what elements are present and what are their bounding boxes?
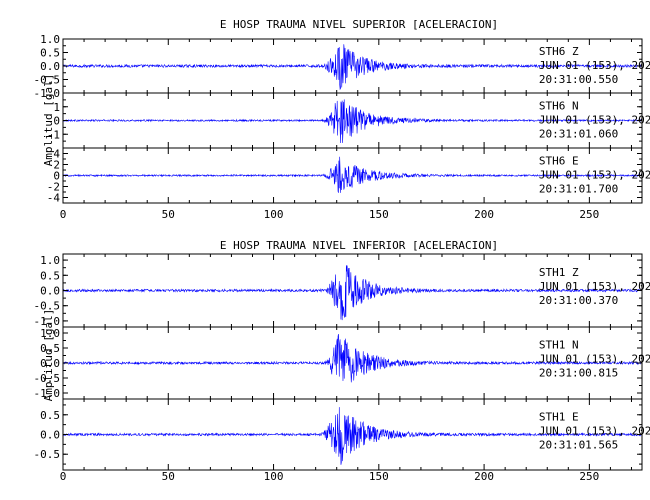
y-tick-label: 0.0: [40, 285, 60, 298]
date-label: JUN 01 (153), 2024: [539, 424, 650, 437]
time-label: 20:31:01.565: [539, 438, 618, 451]
station-label: STH1 Z: [539, 266, 579, 279]
upper-level-chart: E HOSP TRAUMA NIVEL SUPERIOR [ACELERACIO…: [34, 18, 650, 221]
time-label: 20:31:01.700: [539, 183, 618, 196]
x-tick-label: 150: [369, 470, 389, 483]
time-label: 20:31:01.060: [539, 128, 618, 141]
y-tick-label: -1.0: [34, 87, 61, 100]
date-label: JUN 01 (153), 2024: [539, 280, 650, 293]
x-tick-label: 100: [264, 470, 284, 483]
y-tick-label: -0.5: [34, 74, 61, 87]
y-tick-label: 4: [53, 148, 60, 161]
time-label: 20:31:00.550: [539, 73, 618, 86]
x-tick-label: 150: [369, 208, 389, 221]
y-tick-label: 1.0: [40, 254, 60, 267]
y-tick-label: 0.5: [40, 409, 60, 422]
chart-title: E HOSP TRAUMA NIVEL INFERIOR [ACELERACIO…: [220, 239, 498, 252]
date-label: JUN 01 (153), 2024: [539, 169, 650, 182]
y-tick-label: 0: [53, 170, 60, 183]
x-tick-label: 0: [60, 470, 67, 483]
date-label: JUN 01 (153), 2024: [539, 114, 650, 127]
station-label: STH6 N: [539, 100, 579, 113]
waveform-series: [62, 333, 643, 383]
waveform-series: [62, 265, 643, 321]
y-tick-label: 1.0: [40, 33, 60, 46]
x-tick-label: 0: [60, 208, 67, 221]
waveform-series: [62, 99, 643, 144]
time-label: 20:31:00.370: [539, 294, 618, 307]
waveform-series: [62, 156, 643, 193]
station-label: STH6 E: [539, 155, 579, 168]
y-axis-label: Amplitud [gal]: [42, 309, 55, 402]
x-tick-label: 200: [474, 208, 494, 221]
station-label: STH6 Z: [539, 45, 579, 58]
x-tick-label: 250: [579, 208, 599, 221]
y-tick-label: -1.0: [34, 315, 61, 328]
y-tick-label: -4: [47, 192, 61, 205]
y-tick-label: 0.0: [40, 60, 60, 73]
x-tick-label: 200: [474, 470, 494, 483]
y-tick-label: 0.0: [40, 429, 60, 442]
date-label: JUN 01 (153), 2024: [539, 353, 650, 366]
x-tick-label: 50: [162, 208, 175, 221]
x-tick-label: 100: [264, 208, 284, 221]
y-tick-label: 0.5: [40, 47, 60, 60]
y-tick-label: -0.5: [34, 448, 61, 461]
y-tick-label: -1: [47, 128, 60, 141]
station-label: STH1 E: [539, 410, 579, 423]
y-tick-label: -0.5: [34, 372, 61, 385]
waveform-series: [62, 407, 643, 465]
y-tick-label: 1.0: [40, 327, 60, 340]
station-label: STH1 N: [539, 339, 579, 352]
chart-title: E HOSP TRAUMA NIVEL SUPERIOR [ACELERACIO…: [220, 18, 498, 31]
y-tick-label: 0.5: [40, 342, 60, 355]
waveform-series: [62, 44, 643, 91]
date-label: JUN 01 (153), 2024: [539, 59, 650, 72]
x-tick-label: 50: [162, 470, 175, 483]
time-label: 20:31:00.815: [539, 367, 618, 380]
y-tick-label: -2: [47, 181, 60, 194]
y-tick-label: -0.5: [34, 300, 61, 313]
y-axis-label: Amplitud [gal]: [42, 74, 55, 167]
y-tick-label: 2: [53, 159, 60, 172]
y-tick-label: 0: [53, 115, 60, 128]
y-tick-label: 1: [53, 101, 60, 114]
lower-level-chart: E HOSP TRAUMA NIVEL INFERIOR [ACELERACIO…: [34, 239, 650, 483]
y-tick-label: 0.0: [40, 357, 60, 370]
y-tick-label: 0.5: [40, 269, 60, 282]
x-tick-label: 250: [579, 470, 599, 483]
y-tick-label: -1.0: [34, 387, 61, 400]
